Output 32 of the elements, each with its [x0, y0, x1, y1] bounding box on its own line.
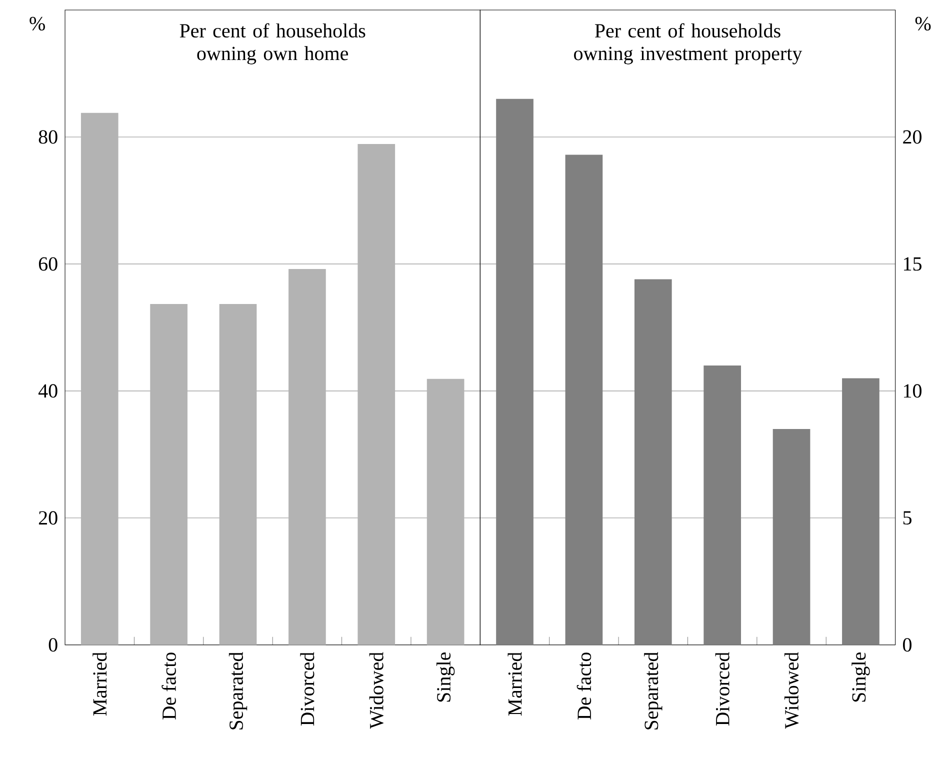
bar [634, 279, 672, 645]
bar [496, 98, 534, 645]
bar [842, 378, 880, 645]
x-tick-label: Married [92, 652, 107, 716]
x-tick-label: Single [852, 652, 870, 702]
y-tick-label: 80 [38, 130, 58, 144]
y-tick-label: 20 [38, 511, 58, 525]
bar [565, 154, 603, 645]
text: Per cent of households owning own home [180, 23, 366, 64]
y-tick-label: 40 [38, 384, 58, 398]
y-tick-label: 15 [904, 257, 922, 271]
y-tick-label: 60 [38, 257, 58, 271]
y-tick-label: 10 [904, 384, 922, 398]
x-tick-label: Separated [228, 652, 248, 730]
y-tick-label: 20 [903, 130, 922, 144]
y-axis-title: % [30, 16, 45, 31]
y-tick-label: 0 [902, 638, 912, 652]
y-axis-title: % [915, 16, 931, 31]
x-tick-label: Widowed [784, 652, 799, 729]
y-tick-label: 0 [48, 638, 58, 652]
x-tick-label: De facto [576, 652, 592, 720]
x-tick-label: Separated [644, 652, 662, 730]
x-tick-label: Divorced [715, 652, 730, 726]
text: Per cent of households owning investment property [574, 23, 802, 64]
x-tick-label: Single [436, 652, 455, 702]
bar [704, 366, 742, 645]
x-tick-label: Married [508, 652, 522, 716]
bar [772, 429, 810, 645]
y-tick-label: 5 [903, 511, 912, 525]
x-tick-label: Divorced [300, 652, 314, 726]
x-tick-label: Widowed [369, 652, 384, 729]
x-tick-label: De facto [162, 652, 176, 720]
